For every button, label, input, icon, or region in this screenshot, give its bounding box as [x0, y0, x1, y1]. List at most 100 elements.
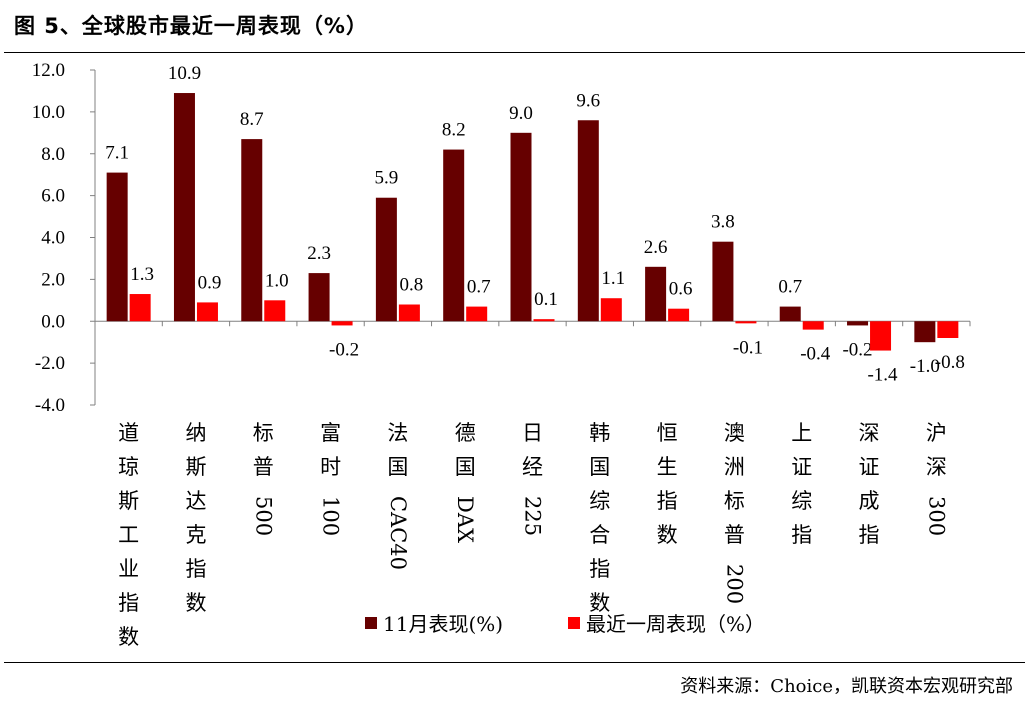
bar-november — [847, 321, 869, 326]
svg-text:标: 标 — [724, 489, 745, 513]
y-tick-label: 8.0 — [41, 144, 65, 165]
svg-text:指: 指 — [859, 523, 880, 547]
data-label: 0.7 — [778, 277, 802, 298]
data-label: 2.6 — [644, 237, 668, 258]
data-label: 0.7 — [467, 277, 491, 298]
data-label: -0.2 — [842, 339, 872, 360]
svg-text:数: 数 — [118, 625, 139, 649]
bar-november — [645, 266, 667, 322]
svg-text:深: 深 — [859, 421, 880, 445]
bar-november — [577, 120, 599, 322]
data-label: 1.0 — [265, 270, 289, 291]
svg-text:指: 指 — [185, 557, 206, 581]
y-tick-label: 6.0 — [41, 186, 65, 207]
y-tick-label: 12.0 — [32, 60, 65, 81]
svg-text:100: 100 — [319, 496, 343, 536]
svg-text:生: 生 — [657, 455, 678, 479]
svg-text:工: 工 — [118, 523, 139, 547]
svg-text:国: 国 — [387, 455, 408, 479]
data-label: 7.1 — [105, 143, 129, 164]
svg-text:指: 指 — [589, 557, 610, 581]
bar-november — [712, 241, 734, 322]
data-label: 0.1 — [534, 289, 558, 310]
data-label: -0.4 — [800, 344, 831, 365]
data-label: -0.1 — [733, 337, 763, 358]
bar-november — [308, 273, 330, 322]
bar-week — [870, 321, 892, 351]
svg-text:CAC40: CAC40 — [386, 496, 410, 570]
data-label: 9.6 — [576, 90, 600, 111]
svg-text:指: 指 — [791, 523, 812, 547]
x-category-label: 沪深 300 — [924, 421, 948, 536]
svg-text:标: 标 — [253, 421, 274, 445]
legend-label: 最近一周表现（%） — [586, 612, 765, 636]
y-tick-label: 2.0 — [41, 269, 65, 290]
bar-november — [173, 93, 195, 322]
svg-text:时: 时 — [320, 455, 341, 479]
chart-title: 图 5、全球股市最近一周表现（%） — [14, 14, 368, 38]
bar-november — [375, 197, 397, 322]
svg-text:指: 指 — [657, 489, 678, 513]
svg-text:达: 达 — [185, 489, 206, 513]
svg-text:上: 上 — [791, 421, 812, 445]
svg-text:数: 数 — [657, 523, 678, 547]
svg-text:法: 法 — [387, 421, 408, 445]
svg-text:韩: 韩 — [589, 421, 610, 445]
bar-week — [735, 321, 757, 324]
bar-week — [264, 300, 286, 322]
y-tick-label: 10.0 — [32, 102, 65, 123]
data-label: -1.4 — [867, 365, 898, 386]
svg-text:克: 克 — [185, 523, 206, 547]
svg-text:成: 成 — [859, 489, 880, 513]
svg-text:琼: 琼 — [118, 455, 139, 479]
bar-november — [241, 139, 263, 322]
svg-text:证: 证 — [791, 455, 812, 479]
data-label: -0.8 — [935, 352, 965, 373]
data-label: 0.6 — [669, 279, 693, 300]
svg-text:普: 普 — [724, 523, 745, 547]
svg-text:证: 证 — [859, 455, 880, 479]
source-note: 资料来源：Choice，凯联资本宏观研究部 — [680, 676, 1013, 697]
svg-text:综: 综 — [589, 489, 610, 513]
bottom-rule — [4, 662, 1025, 663]
svg-text:沪: 沪 — [926, 421, 947, 445]
svg-text:200: 200 — [722, 564, 746, 604]
bar-november — [106, 172, 128, 322]
svg-text:指: 指 — [118, 591, 139, 615]
data-label: 1.1 — [601, 268, 625, 289]
svg-text:日: 日 — [522, 421, 543, 445]
svg-text:普: 普 — [253, 455, 274, 479]
svg-text:500: 500 — [251, 496, 275, 536]
x-category-label: 日经 225 — [521, 421, 545, 536]
bar-week — [331, 321, 353, 326]
bar-november — [779, 306, 801, 322]
bar-week — [668, 308, 690, 322]
bar-week — [600, 298, 622, 322]
svg-text:恒: 恒 — [657, 421, 678, 445]
legend-swatch — [568, 617, 580, 629]
data-label: 0.8 — [400, 275, 424, 296]
bar-week — [196, 302, 218, 322]
legend-swatch — [365, 617, 377, 629]
svg-text:澳: 澳 — [724, 421, 745, 445]
data-label: 1.3 — [130, 264, 154, 285]
bar-november — [443, 149, 465, 322]
svg-text:深: 深 — [926, 455, 947, 479]
data-label: -0.2 — [329, 339, 359, 360]
svg-text:300: 300 — [924, 496, 948, 536]
svg-text:数: 数 — [185, 591, 206, 615]
svg-text:综: 综 — [791, 489, 812, 513]
svg-text:经: 经 — [522, 455, 543, 479]
svg-text:斯: 斯 — [118, 489, 139, 513]
svg-text:富: 富 — [320, 421, 341, 445]
svg-text:数: 数 — [589, 591, 610, 615]
bar-week — [802, 321, 824, 330]
data-label: -1.0 — [910, 356, 940, 377]
